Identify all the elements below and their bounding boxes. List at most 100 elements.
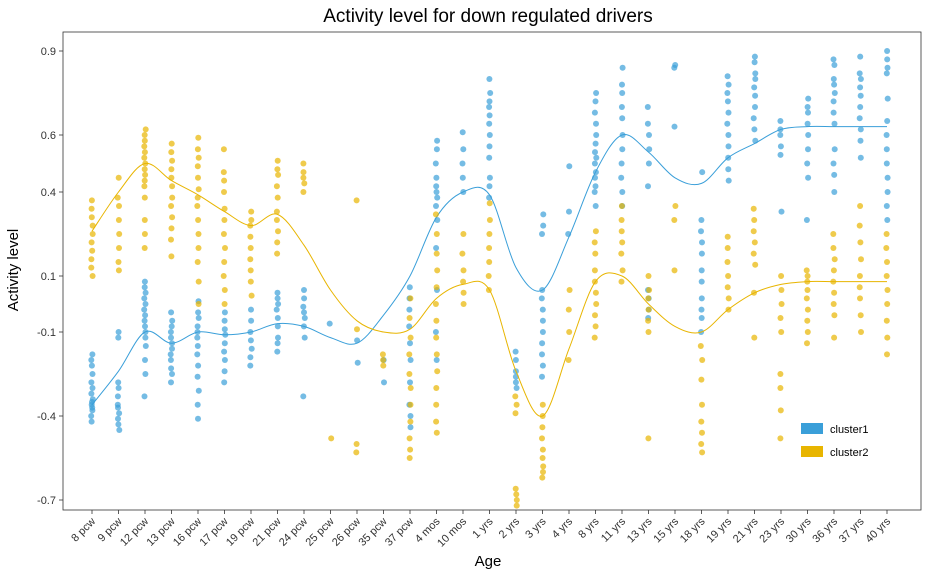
data-point-cluster2: [884, 287, 891, 293]
data-point-cluster1: [194, 343, 201, 349]
data-point-cluster1: [406, 284, 413, 291]
data-point-cluster1: [142, 289, 149, 296]
data-point-cluster2: [778, 273, 785, 279]
data-point-cluster2: [88, 264, 95, 271]
data-point-cluster2: [248, 217, 255, 223]
data-point-cluster1: [646, 146, 653, 153]
data-point-cluster2: [195, 186, 202, 193]
data-point-cluster2: [831, 289, 838, 296]
data-point-cluster1: [539, 373, 545, 380]
data-point-cluster2: [273, 208, 280, 215]
data-point-cluster1: [433, 183, 440, 190]
data-point-cluster2: [830, 245, 837, 251]
data-point-cluster1: [274, 323, 281, 330]
data-point-cluster1: [830, 76, 837, 82]
data-point-cluster2: [433, 385, 440, 391]
data-point-cluster2: [857, 239, 864, 246]
data-point-cluster1: [221, 340, 228, 347]
data-point-cluster2: [565, 357, 572, 363]
data-point-cluster2: [248, 208, 255, 215]
data-point-cluster2: [698, 441, 705, 447]
data-point-cluster2: [883, 245, 890, 251]
data-point-cluster1: [115, 329, 122, 335]
data-point-cluster2: [699, 357, 706, 363]
data-point-cluster2: [141, 194, 148, 201]
data-point-cluster1: [831, 90, 838, 96]
data-point-cluster2: [195, 174, 201, 181]
data-point-cluster1: [539, 351, 545, 358]
data-point-cluster1: [221, 317, 228, 324]
data-point-cluster2: [88, 214, 95, 221]
data-point-cluster2: [618, 228, 625, 235]
data-point-cluster2: [884, 259, 890, 265]
data-point-cluster1: [486, 143, 493, 150]
data-point-cluster1: [831, 189, 838, 195]
data-point-cluster1: [168, 323, 175, 330]
data-point-cluster2: [353, 441, 360, 447]
data-point-cluster2: [699, 449, 706, 456]
data-point-cluster1: [804, 104, 811, 110]
data-point-cluster2: [221, 301, 228, 307]
data-point-cluster2: [512, 410, 519, 417]
data-point-cluster1: [407, 379, 413, 386]
data-point-cluster1: [724, 98, 731, 105]
data-point-cluster1: [167, 351, 174, 358]
data-point-cluster1: [195, 362, 202, 369]
data-point-cluster1: [566, 208, 572, 215]
data-point-cluster2: [777, 315, 784, 321]
data-point-cluster2: [592, 250, 599, 257]
data-point-cluster1: [88, 362, 95, 369]
data-point-cluster2: [141, 245, 148, 251]
data-point-cluster2: [778, 301, 785, 307]
data-point-cluster1: [857, 154, 864, 161]
data-point-cluster2: [406, 315, 413, 321]
data-point-cluster1: [300, 393, 307, 400]
data-point-cluster1: [141, 306, 148, 313]
data-point-cluster2: [141, 166, 148, 173]
data-point-cluster2: [221, 287, 228, 293]
data-point-cluster1: [699, 169, 706, 176]
data-point-cluster1: [804, 120, 811, 127]
y-tick-label: 0.4: [41, 187, 56, 199]
data-point-cluster2: [433, 401, 440, 408]
x-tick-label: 16 pcw: [171, 516, 204, 549]
data-point-cluster2: [884, 351, 890, 358]
data-point-cluster2: [141, 231, 148, 237]
data-point-cluster2: [460, 278, 467, 285]
x-tick-label: 12 pcw: [118, 516, 151, 549]
data-point-cluster2: [221, 217, 228, 223]
data-point-cluster1: [830, 109, 837, 116]
legend-label-cluster2: cluster2: [830, 447, 869, 459]
data-point-cluster2: [619, 267, 626, 274]
data-point-cluster2: [195, 134, 202, 141]
data-point-cluster2: [857, 295, 863, 302]
data-point-cluster1: [141, 393, 148, 400]
data-point-cluster1: [752, 70, 759, 77]
data-point-cluster2: [831, 312, 838, 319]
data-point-cluster1: [539, 306, 546, 313]
data-point-cluster2: [433, 231, 440, 237]
legend: cluster1 cluster2: [801, 423, 869, 459]
y-axis-title: Activity level: [5, 229, 22, 312]
data-point-cluster1: [725, 109, 732, 116]
data-point-cluster1: [486, 174, 493, 181]
data-point-cluster1: [805, 95, 812, 102]
data-point-cluster1: [644, 104, 651, 110]
data-point-cluster2: [247, 245, 254, 251]
data-point-cluster2: [141, 154, 148, 161]
data-point-cluster2: [89, 247, 96, 254]
data-point-cluster2: [486, 259, 493, 265]
data-point-cluster2: [141, 143, 148, 150]
data-point-cluster2: [141, 177, 148, 184]
data-point-cluster2: [724, 245, 731, 251]
data-point-cluster2: [856, 222, 863, 229]
data-point-cluster1: [884, 174, 891, 181]
data-point-cluster1: [406, 323, 413, 330]
data-point-cluster1: [883, 146, 890, 153]
series-cluster1: [88, 48, 891, 433]
data-point-cluster1: [407, 340, 413, 347]
data-point-cluster1: [671, 64, 678, 71]
data-point-cluster1: [751, 126, 758, 133]
data-point-cluster1: [883, 132, 890, 138]
data-point-cluster2: [459, 250, 466, 257]
